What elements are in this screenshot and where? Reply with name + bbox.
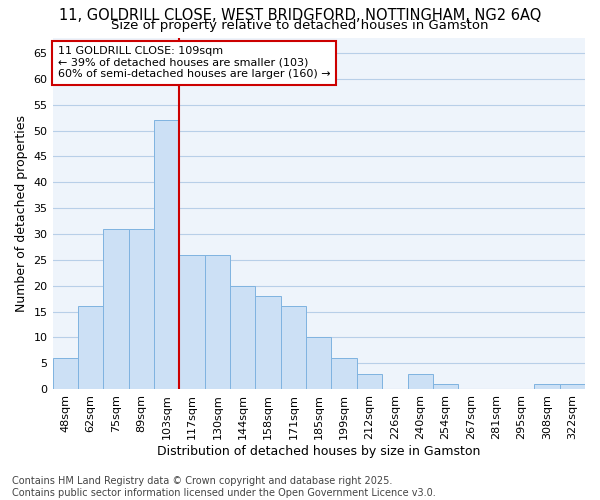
Bar [103, 229, 128, 389]
Text: Contains HM Land Registry data © Crown copyright and database right 2025.
Contai: Contains HM Land Registry data © Crown c… [12, 476, 436, 498]
Bar [281, 306, 306, 389]
Bar [179, 254, 205, 389]
Bar [407, 374, 433, 389]
Bar [534, 384, 560, 389]
Bar [53, 358, 78, 389]
Bar [230, 286, 256, 389]
Bar [128, 229, 154, 389]
Bar [205, 254, 230, 389]
Bar [154, 120, 179, 389]
Bar [331, 358, 357, 389]
Text: Size of property relative to detached houses in Gamston: Size of property relative to detached ho… [111, 18, 489, 32]
Bar [78, 306, 103, 389]
Bar [306, 338, 331, 389]
Y-axis label: Number of detached properties: Number of detached properties [15, 115, 28, 312]
Bar [433, 384, 458, 389]
Bar [256, 296, 281, 389]
Text: 11 GOLDRILL CLOSE: 109sqm
← 39% of detached houses are smaller (103)
60% of semi: 11 GOLDRILL CLOSE: 109sqm ← 39% of detac… [58, 46, 331, 80]
Text: 11, GOLDRILL CLOSE, WEST BRIDGFORD, NOTTINGHAM, NG2 6AQ: 11, GOLDRILL CLOSE, WEST BRIDGFORD, NOTT… [59, 8, 541, 22]
Bar [560, 384, 585, 389]
X-axis label: Distribution of detached houses by size in Gamston: Distribution of detached houses by size … [157, 444, 481, 458]
Bar [357, 374, 382, 389]
